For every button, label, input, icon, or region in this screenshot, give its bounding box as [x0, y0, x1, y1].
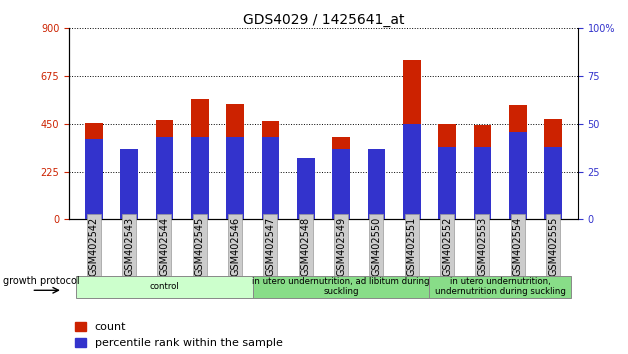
Bar [332, 137, 350, 219]
Bar [438, 147, 456, 219]
Bar [297, 159, 315, 219]
Text: GSM402550: GSM402550 [371, 216, 381, 276]
FancyBboxPatch shape [430, 275, 571, 298]
Bar [509, 105, 526, 219]
Legend: count, percentile rank within the sample: count, percentile rank within the sample [75, 322, 283, 348]
Title: GDS4029 / 1425641_at: GDS4029 / 1425641_at [242, 13, 404, 27]
Bar [509, 132, 526, 219]
Bar [191, 137, 208, 219]
Bar [85, 139, 102, 219]
Bar [403, 60, 421, 219]
Text: GSM402554: GSM402554 [512, 216, 522, 276]
Bar [403, 124, 421, 219]
Bar [438, 124, 456, 219]
Text: GSM402553: GSM402553 [477, 216, 487, 276]
Bar [85, 123, 102, 219]
Bar [226, 137, 244, 219]
Text: GSM402543: GSM402543 [124, 216, 134, 276]
Bar [262, 137, 279, 219]
Bar [474, 147, 491, 219]
Bar [191, 99, 208, 219]
Bar [121, 154, 138, 219]
Bar [332, 149, 350, 219]
Bar [121, 149, 138, 219]
Bar [226, 104, 244, 219]
Text: control: control [149, 282, 180, 291]
Text: GSM402546: GSM402546 [230, 216, 240, 276]
Bar [262, 121, 279, 219]
Text: growth protocol: growth protocol [3, 276, 80, 286]
Bar [367, 149, 385, 219]
Bar [544, 119, 562, 219]
Text: GSM402544: GSM402544 [160, 216, 170, 276]
Text: GSM402547: GSM402547 [266, 216, 276, 276]
Text: GSM402548: GSM402548 [301, 216, 311, 276]
Text: GSM402551: GSM402551 [407, 216, 417, 276]
Bar [544, 147, 562, 219]
Bar [156, 137, 173, 219]
Text: GSM402552: GSM402552 [442, 216, 452, 276]
Text: GSM402542: GSM402542 [89, 216, 99, 276]
Bar [474, 125, 491, 219]
Bar [297, 158, 315, 219]
Bar [156, 120, 173, 219]
Bar [367, 156, 385, 219]
Text: GSM402545: GSM402545 [195, 216, 205, 276]
FancyBboxPatch shape [76, 275, 252, 298]
Text: GSM402549: GSM402549 [336, 216, 346, 276]
Text: in utero undernutrition, ad libitum during
suckling: in utero undernutrition, ad libitum duri… [252, 277, 430, 296]
Text: GSM402555: GSM402555 [548, 216, 558, 276]
FancyBboxPatch shape [252, 275, 430, 298]
Text: in utero undernutrition,
undernutrition during suckling: in utero undernutrition, undernutrition … [435, 277, 565, 296]
